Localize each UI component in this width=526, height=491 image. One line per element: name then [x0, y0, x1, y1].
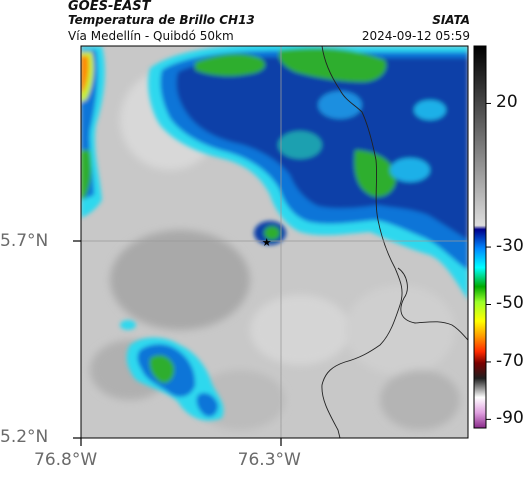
colorbar [473, 45, 491, 429]
lat-tick-label-5.7: 5.7°N [0, 231, 49, 251]
lon-tick-label-76.8: 76.8°W [34, 450, 98, 470]
colorbar-tick-minus50: -50 [496, 293, 524, 314]
colorbar-tick-minus70: -70 [496, 350, 524, 371]
region-label: Vía Medellín - Quibdó 50km [68, 29, 234, 43]
map-border [80, 45, 469, 439]
product-title: GOES-EAST [68, 0, 151, 14]
administrative-border-lines [321, 46, 468, 438]
organization-label: SIATA [432, 13, 470, 27]
colorbar-tick-minus30: -30 [496, 236, 524, 257]
location-star-marker: ★ [262, 236, 272, 249]
lon-tick-label-76.3: 76.3°W [237, 450, 301, 470]
colorbar-tick-minus90: -90 [496, 408, 524, 429]
colorbar-tick-20: 20 [496, 92, 518, 113]
channel-subtitle: Temperatura de Brillo CH13 [68, 13, 255, 27]
colorbar-ramp [474, 46, 486, 428]
axis-tick-marks [73, 240, 282, 446]
brightness-temperature-layer [81, 46, 468, 438]
lat-tick-label-5.2: 5.2°N [0, 427, 49, 447]
timestamp-label: 2024-09-12 05:59 [361, 29, 470, 43]
